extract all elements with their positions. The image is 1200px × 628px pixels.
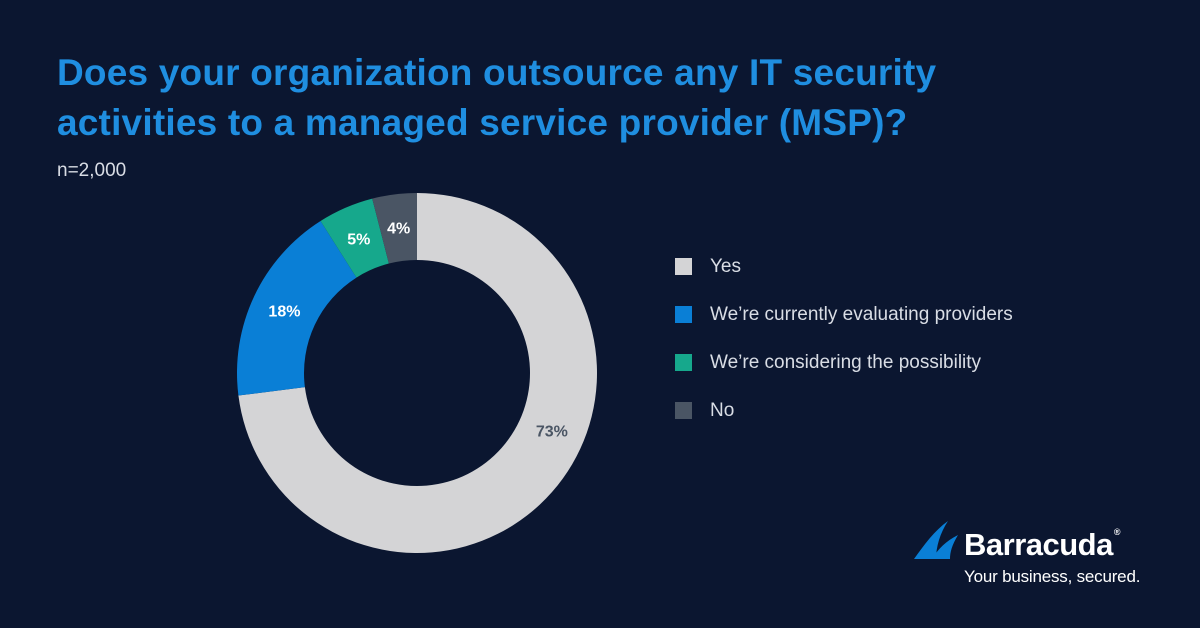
legend-swatch-considering	[675, 354, 692, 371]
brand-registered-mark: ®	[1113, 527, 1121, 537]
donut-slice-yes	[238, 193, 597, 553]
shark-fin-icon	[914, 521, 958, 559]
legend-swatch-no	[675, 402, 692, 419]
data-label-yes: 73%	[536, 423, 568, 440]
chart-title: Does your organization outsource any IT …	[57, 48, 1057, 148]
donut-slice-considering	[320, 198, 389, 278]
chart-title-line-1: Does your organization outsource any IT …	[57, 52, 937, 93]
brand-name: Barracuda®	[964, 527, 1121, 563]
legend-label-yes: Yes	[710, 255, 741, 277]
legend-swatch-evaluating	[675, 306, 692, 323]
chart-legend: Yes We’re currently evaluating providers…	[675, 249, 1013, 441]
legend-item-considering: We’re considering the possibility	[675, 345, 1013, 380]
data-label-no: 4%	[387, 221, 410, 238]
legend-swatch-yes	[675, 258, 692, 275]
legend-label-considering: We’re considering the possibility	[710, 351, 982, 373]
legend-label-no: No	[710, 399, 735, 421]
barracuda-logo: Barracuda® Your business, secured.	[912, 519, 1152, 589]
legend-item-yes: Yes	[675, 249, 1013, 284]
brand-tagline: Your business, secured.	[964, 567, 1141, 586]
brand-name-text: Barracuda	[964, 527, 1113, 562]
legend-item-evaluating: We’re currently evaluating providers	[675, 297, 1013, 332]
donut-slice-evaluating	[237, 221, 357, 396]
legend-item-no: No	[675, 393, 1013, 428]
data-label-evaluating: 18%	[268, 304, 300, 321]
sample-size: n=2,000	[57, 160, 127, 181]
donut-slice-no	[372, 193, 417, 264]
chart-title-line-2: activities to a managed service provider…	[57, 102, 908, 143]
data-label-considering: 5%	[347, 232, 370, 249]
legend-label-evaluating: We’re currently evaluating providers	[710, 303, 1013, 325]
